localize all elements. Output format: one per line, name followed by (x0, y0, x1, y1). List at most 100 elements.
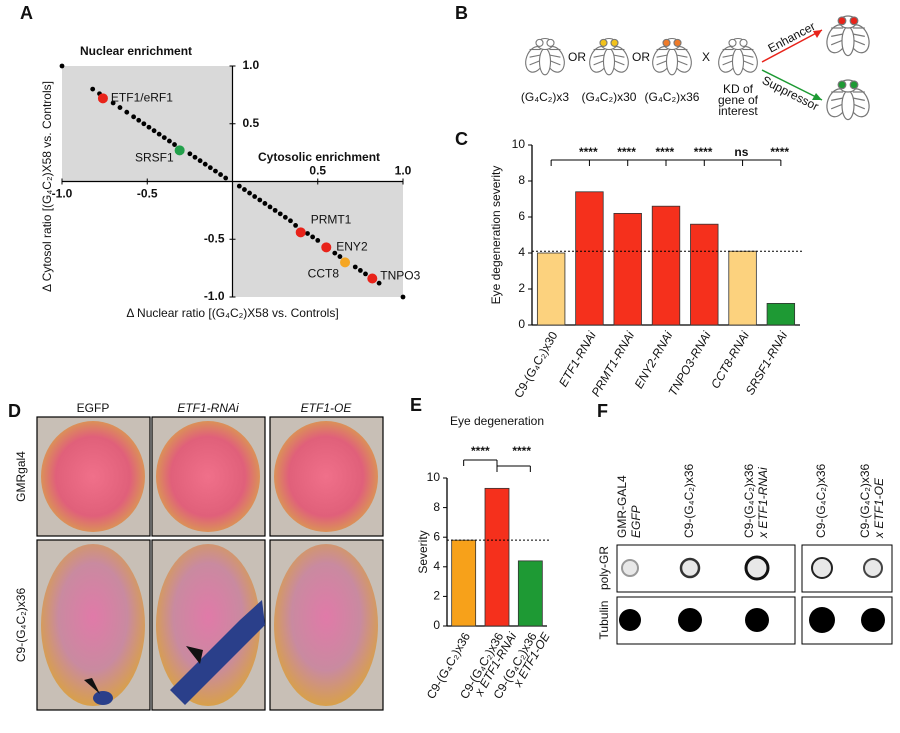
lane-label: GMR-GAL4 (615, 475, 629, 538)
x-tick-label: C9-(G₄C₂)x30 (511, 329, 560, 401)
fly-body (665, 47, 679, 76)
fly-body (841, 90, 855, 121)
degeneration (93, 691, 113, 705)
data-point (252, 194, 258, 199)
y-axis-title: Δ Cytosol ratio [(G₄C₂)X58 vs. Controls] (40, 81, 54, 292)
panel-label: F (597, 401, 608, 421)
highlight-label: ETF1/eRF1 (111, 91, 173, 105)
data-point (136, 117, 142, 123)
row-label: GMRgal4 (14, 451, 28, 502)
significance: **** (579, 145, 598, 159)
fly-leg (656, 59, 668, 66)
data-point (187, 151, 193, 157)
fly (718, 37, 758, 76)
fly-leg (852, 103, 866, 110)
fly-leg (830, 103, 844, 110)
data-point (305, 231, 310, 236)
bar (575, 191, 604, 326)
outcome-label: Suppressor (760, 73, 821, 113)
lane-label: C9-(G₄C₂)x36 (858, 463, 872, 538)
highlight-label: ENY2 (336, 240, 368, 254)
fly-leg (549, 54, 561, 58)
fly-leg (830, 39, 844, 46)
lane-label: x ETF1-RNAi (756, 467, 770, 539)
data-point (207, 165, 213, 171)
dot-polygr (744, 555, 770, 581)
lane-label: C9-(G₄C₂)x36 (742, 463, 756, 538)
fly-eye (849, 16, 859, 26)
data-point (223, 175, 229, 181)
bar (536, 252, 566, 326)
arrowhead (84, 678, 100, 694)
data-point (124, 109, 130, 115)
y-tick-label: 2 (433, 589, 440, 603)
fly-leg (593, 59, 605, 66)
fly-leg (852, 97, 865, 101)
x-tick-label: ENY2-RNAi (632, 329, 676, 391)
data-point (202, 161, 208, 167)
eye-photo (41, 421, 145, 532)
x-axis-title: Δ Nuclear ratio [(G₄C₂)X58 vs. Controls] (126, 306, 338, 320)
data-point (242, 187, 247, 192)
highlight-point (340, 257, 351, 268)
dot-polygr (863, 558, 883, 578)
highlight-point (174, 145, 185, 156)
fly-leg (613, 54, 625, 58)
dot-polygr (679, 557, 701, 579)
data-point (400, 294, 406, 300)
data-point (315, 238, 321, 243)
bar (484, 487, 510, 627)
fly-leg (742, 59, 754, 66)
eye-photo (274, 421, 378, 532)
fly-leg (831, 97, 844, 101)
fly-leg (549, 59, 561, 66)
bar (451, 539, 477, 627)
data-point (376, 280, 382, 286)
data-point (197, 158, 203, 164)
lane-label: x ETF1-OE (872, 477, 886, 539)
fly-leg (831, 33, 844, 37)
x-tick-label: -0.5 (137, 187, 158, 201)
fly (826, 79, 870, 121)
significance: **** (617, 145, 636, 159)
strain-label: (G₄C₂)x36 (645, 90, 700, 104)
data-point (293, 222, 298, 228)
y-tick-label: 10 (512, 137, 526, 151)
eye-photo (156, 421, 260, 532)
data-point (131, 114, 137, 120)
highlight-label: CCT8 (308, 267, 340, 281)
fly-body (731, 47, 745, 76)
data-point (337, 254, 343, 259)
y-tick-label: 4 (433, 559, 440, 573)
fly (826, 15, 870, 57)
eye-photo (41, 544, 145, 706)
fly-eye (837, 80, 847, 90)
fly-eye (673, 38, 682, 47)
significance: **** (656, 145, 675, 159)
dot-tubulin (745, 608, 769, 632)
cross-label: X (702, 50, 710, 64)
data-point (117, 105, 123, 110)
row-label: Tubulin (597, 601, 611, 640)
y-tick-label: 6 (433, 529, 440, 543)
or-label: OR (632, 50, 650, 64)
data-point (151, 128, 157, 134)
highlight-point (321, 242, 332, 253)
x-tick-label: CCT8-RNAi (708, 329, 752, 391)
bar (690, 223, 719, 326)
highlight-point (367, 273, 378, 284)
highlight-label: SRSF1 (135, 150, 174, 164)
y-tick-label: 8 (433, 500, 440, 514)
data-point (161, 135, 167, 141)
arrowhead (813, 30, 822, 38)
fly-eye (610, 38, 619, 47)
panel-label: A (20, 3, 33, 23)
highlight-point (97, 93, 108, 104)
bar (766, 302, 796, 326)
column-header: ETF1-OE (301, 401, 353, 415)
bar (728, 250, 757, 326)
data-point (110, 100, 116, 106)
data-point (236, 183, 242, 189)
fly (525, 37, 565, 76)
fly-eye (546, 38, 555, 47)
